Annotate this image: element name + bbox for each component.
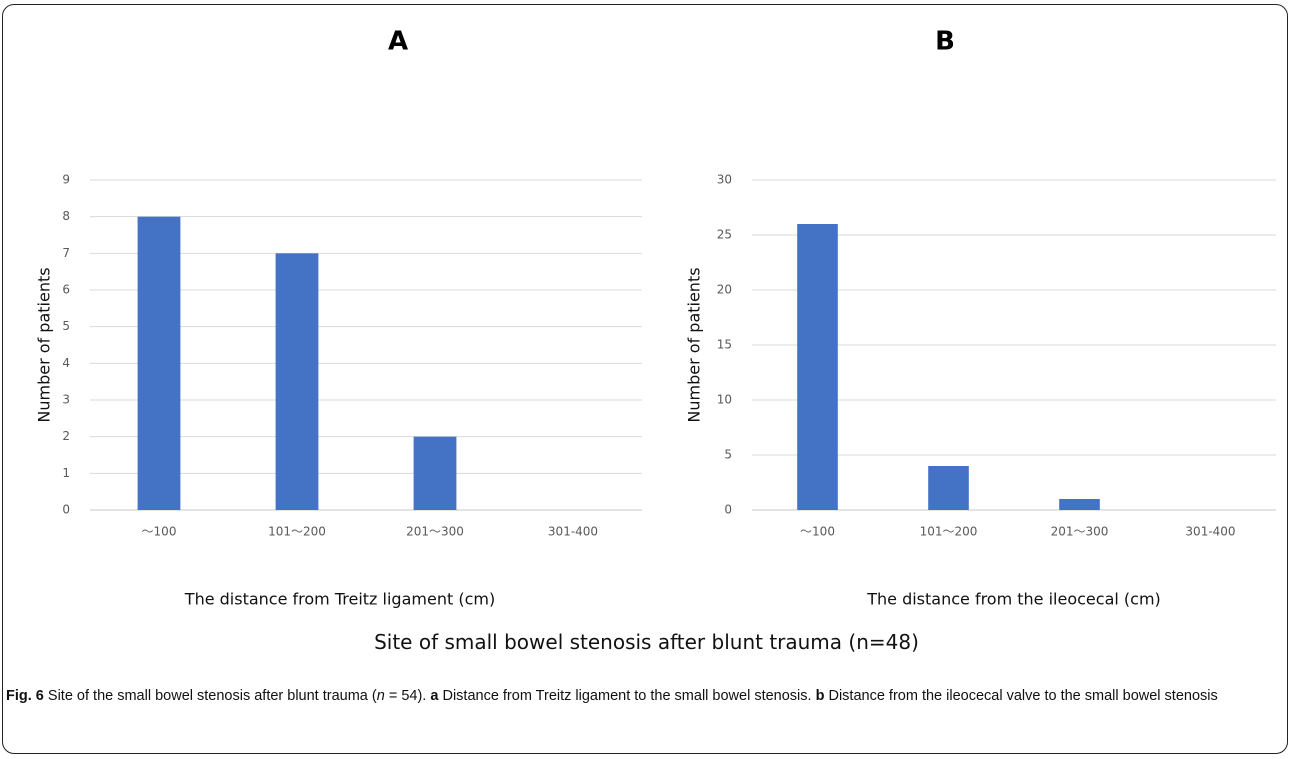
bar-a-3 — [413, 436, 457, 510]
y-tick-label-a: 9 — [62, 173, 70, 187]
panel-label-b: B — [935, 27, 955, 57]
caption-b-text: Distance from the ileocecal valve to the… — [824, 688, 1218, 704]
caption-b-label: b — [815, 688, 825, 704]
x-tick-label-a: 201～300 — [406, 525, 464, 539]
x-axis-label-a: The distance from Treitz ligament (cm) — [184, 590, 495, 609]
y-tick-label-a: 7 — [62, 246, 70, 260]
bar-b-2 — [928, 466, 969, 510]
x-tick-label-b: 201～300 — [1051, 525, 1109, 539]
y-tick-label-a: 8 — [62, 209, 70, 223]
y-tick-label-a: 3 — [62, 393, 70, 407]
bar-b-1 — [797, 224, 838, 510]
x-axis-label-b: The distance from the ileocecal (cm) — [866, 590, 1161, 609]
caption-a-text: Distance from Treitz ligament to the sma… — [438, 688, 816, 704]
y-axis-label-a: Number of patients — [35, 267, 54, 422]
caption-a-label: a — [430, 688, 439, 704]
figure-frame — [2, 4, 1288, 754]
x-tick-label-b: ～100 — [800, 525, 835, 539]
y-tick-label-b: 0 — [724, 503, 732, 517]
y-tick-label-a: 4 — [62, 356, 70, 370]
caption-text-2: = 54). — [384, 688, 431, 704]
y-tick-label-b: 10 — [717, 393, 732, 407]
caption-label: Fig. 6 — [6, 688, 44, 704]
y-tick-label-a: 6 — [62, 283, 70, 297]
y-tick-label-b: 30 — [717, 173, 732, 187]
x-tick-label-a: ～100 — [142, 525, 177, 539]
bar-a-1 — [137, 216, 181, 510]
bar-a-2 — [275, 253, 319, 511]
caption-n-symbol: n — [376, 688, 385, 704]
figure-charts: A 0 1 2 3 4 5 6 7 8 9 ～100 101～200 201～300 301-400 Numb… — [35, 27, 1276, 609]
y-axis-label-b: Number of patients — [685, 267, 704, 422]
bar-b-3 — [1059, 499, 1100, 510]
x-tick-label-b: 101～200 — [920, 525, 978, 539]
y-tick-label-b: 25 — [717, 228, 732, 242]
y-tick-label-b: 15 — [717, 338, 732, 352]
caption-text-1: Site of the small bowel stenosis after b… — [43, 688, 377, 704]
panel-label-a: A — [388, 27, 408, 57]
y-tick-label-a: 0 — [62, 503, 70, 517]
y-tick-label-a: 1 — [62, 466, 70, 480]
x-tick-label-a: 101～200 — [268, 525, 326, 539]
figure-title: Site of small bowel stenosis after blunt… — [374, 630, 919, 654]
y-tick-label-a: 2 — [62, 429, 70, 443]
y-tick-label-a: 5 — [62, 319, 70, 333]
x-tick-label-a: 301-400 — [548, 525, 598, 539]
y-tick-label-b: 20 — [717, 283, 732, 297]
y-tick-label-b: 5 — [724, 448, 732, 462]
figure-caption: Fig. 6 Site of the small bowel stenosis … — [6, 685, 1284, 707]
x-tick-label-b: 301-400 — [1185, 525, 1235, 539]
